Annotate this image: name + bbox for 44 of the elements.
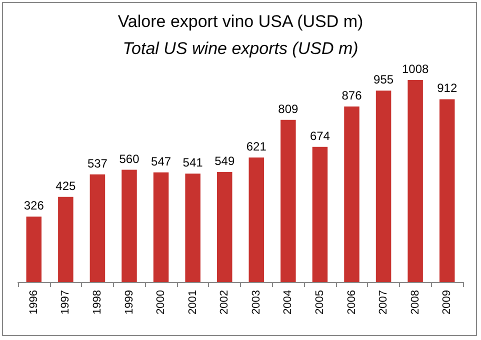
data-label: 955 bbox=[374, 72, 394, 87]
bar bbox=[408, 80, 423, 282]
x-tick-label: 2001 bbox=[186, 290, 199, 314]
bar bbox=[439, 99, 455, 282]
bar bbox=[185, 174, 200, 282]
x-tick-label: 2008 bbox=[409, 290, 422, 314]
data-label: 621 bbox=[246, 140, 267, 154]
data-label: 1008 bbox=[402, 62, 429, 76]
bar bbox=[376, 90, 392, 282]
data-label: 560 bbox=[119, 152, 140, 166]
bar bbox=[153, 172, 169, 282]
x-tick-label: 2003 bbox=[250, 290, 262, 314]
x-tick-label: 1998 bbox=[91, 290, 104, 314]
data-label: 674 bbox=[310, 128, 330, 143]
bar bbox=[248, 158, 264, 282]
x-tick-label: 2005 bbox=[314, 290, 326, 314]
x-tick-label: 2009 bbox=[441, 290, 454, 314]
data-label: 547 bbox=[151, 154, 172, 168]
data-label: 326 bbox=[24, 198, 44, 213]
bar bbox=[312, 146, 328, 282]
data-label: 549 bbox=[214, 154, 235, 168]
x-tick-label: 2006 bbox=[346, 290, 358, 314]
x-tick-label: 1997 bbox=[60, 290, 72, 314]
x-tick-label: 2004 bbox=[282, 290, 294, 314]
bar bbox=[344, 106, 360, 282]
data-label: 809 bbox=[278, 102, 299, 116]
x-tick-label: 2007 bbox=[378, 290, 390, 314]
chart-title: Valore export vino USA (USD m) bbox=[118, 12, 364, 31]
bar bbox=[58, 196, 74, 282]
bar bbox=[280, 120, 296, 282]
data-label: 541 bbox=[182, 156, 204, 170]
data-label: 876 bbox=[342, 88, 362, 102]
bar bbox=[122, 170, 137, 282]
bar bbox=[26, 216, 42, 282]
x-tick-label: 2000 bbox=[155, 290, 168, 314]
x-tick-label: 2002 bbox=[218, 290, 231, 314]
data-label: 537 bbox=[87, 156, 108, 170]
data-label: 912 bbox=[437, 81, 458, 96]
chart-subtitle: Total US wine exports (USD m) bbox=[122, 39, 358, 58]
x-tick-label: 1996 bbox=[28, 290, 40, 314]
data-label: 425 bbox=[56, 178, 76, 193]
bar bbox=[90, 174, 106, 282]
bar bbox=[216, 172, 232, 282]
x-tick-label: 1999 bbox=[123, 290, 136, 314]
